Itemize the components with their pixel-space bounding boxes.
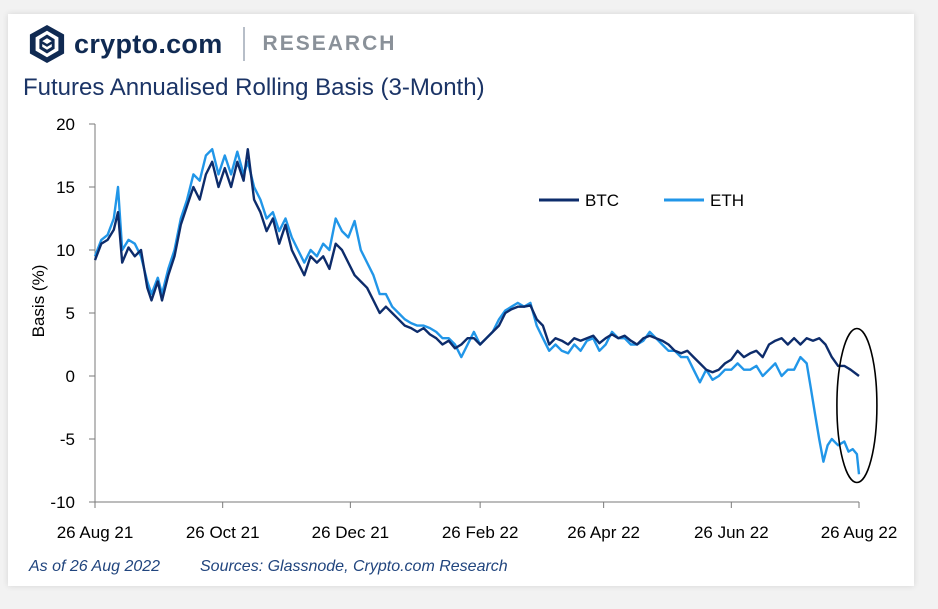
y-tick-label: 5	[66, 304, 75, 323]
legend-label-eth: ETH	[710, 191, 744, 210]
highlight-ellipse	[836, 327, 878, 484]
crypto-com-logo-icon	[29, 25, 65, 63]
y-axis-label: Basis (%)	[29, 265, 48, 338]
y-tick-label: 20	[56, 115, 75, 134]
series-line-btc	[93, 148, 860, 377]
brand-section: RESEARCH	[262, 32, 397, 55]
x-tick-label: 26 Oct 21	[186, 523, 260, 542]
brand-header: crypto.com RESEARCH	[28, 22, 396, 66]
line-chart: 20 15 10 5 0 -5 -10 26 Aug 21 26 Oct 21 26 Dec 21…	[29, 115, 898, 542]
x-tick-label: 26 Dec 21	[312, 523, 390, 542]
sources-note: Sources: Glassnode, Crypto.com Research	[200, 558, 508, 575]
y-tick-label: 15	[56, 178, 75, 197]
y-tick-label: -10	[50, 493, 75, 512]
x-tick-label: 26 Jun 22	[694, 523, 769, 542]
as-of-date: As of 26 Aug 2022	[29, 558, 161, 575]
x-tick-label: 26 Aug 21	[57, 523, 134, 542]
legend-label-btc: BTC	[585, 191, 619, 210]
chart-card: crypto.com RESEARCH Futures Annualised R…	[8, 14, 914, 586]
chart-title: Futures Annualised Rolling Basis (3-Mont…	[23, 74, 485, 101]
y-tick-label: 10	[56, 241, 75, 260]
series-line-eth	[93, 148, 861, 475]
x-tick-label: 26 Apr 22	[567, 523, 640, 542]
y-tick-label: -5	[60, 430, 75, 449]
y-tick-label: 0	[66, 367, 75, 386]
brand-name: crypto.com	[74, 28, 223, 59]
x-tick-label: 26 Aug 22	[821, 523, 898, 542]
brand-divider	[242, 27, 245, 61]
x-tick-label: 26 Feb 22	[442, 523, 519, 542]
